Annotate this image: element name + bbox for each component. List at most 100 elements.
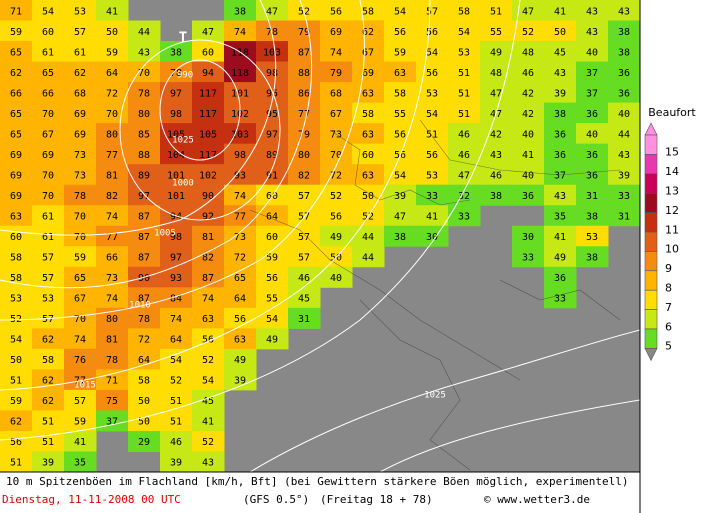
- gust-cell: [544, 246, 577, 268]
- gust-value: 72: [330, 170, 342, 181]
- isobar: [0, 0, 431, 391]
- gust-value: 47: [394, 211, 406, 222]
- gust-cell: [192, 307, 225, 329]
- gust-cell: [512, 225, 545, 247]
- gust-cell: [0, 0, 33, 22]
- gust-cell: [288, 246, 321, 268]
- gust-value: 66: [106, 253, 118, 264]
- gust-value: 75: [106, 396, 118, 407]
- gust-cell: [0, 348, 33, 370]
- gust-cell: [288, 82, 321, 104]
- gust-cell: [64, 143, 97, 165]
- gust-cell: [576, 82, 609, 104]
- gust-value: 56: [266, 273, 278, 284]
- gust-value: 94: [170, 211, 182, 222]
- gust-cell: [288, 102, 321, 124]
- gust-cell: [384, 164, 417, 186]
- gust-value: 87: [202, 273, 214, 284]
- gust-cell: [416, 164, 449, 186]
- gust-cell: [160, 430, 193, 452]
- gust-cell: [64, 307, 97, 329]
- gust-cell: [448, 164, 481, 186]
- gust-value: 81: [106, 335, 118, 346]
- gust-value: 43: [554, 191, 566, 202]
- gust-cell: [384, 184, 417, 206]
- gust-value: 80: [106, 314, 118, 325]
- gust-value: 104: [167, 150, 185, 161]
- gust-value: 60: [10, 232, 22, 243]
- gust-value: 35: [74, 458, 86, 469]
- gust-cell: [0, 287, 33, 309]
- gust-value: 85: [138, 129, 150, 140]
- gust-value: 97: [138, 191, 150, 202]
- gust-value: 94: [202, 68, 214, 79]
- gust-cell: [160, 307, 193, 329]
- gust-value: 46: [170, 437, 182, 448]
- gust-value: 79: [330, 68, 342, 79]
- gust-value: 53: [586, 232, 598, 243]
- gust-cell: [224, 307, 257, 329]
- gust-value: 56: [330, 6, 342, 17]
- gust-value: 37: [586, 88, 598, 99]
- gust-cell: [320, 102, 353, 124]
- gust-cell: [128, 328, 161, 350]
- gust-cell: [256, 225, 289, 247]
- footer-source: © www.wetter3.de: [484, 493, 590, 506]
- gust-cell: [512, 0, 545, 22]
- gust-value: 35: [554, 211, 566, 222]
- gust-value: 52: [170, 376, 182, 387]
- gust-value: 38: [554, 109, 566, 120]
- gust-value: 31: [586, 191, 598, 202]
- gust-value: 56: [330, 211, 342, 222]
- gust-value: 78: [138, 88, 150, 99]
- gust-cell: [352, 164, 385, 186]
- gust-value: 71: [106, 376, 118, 387]
- gust-value: 58: [458, 6, 470, 17]
- gust-cell: [192, 123, 225, 145]
- gust-cell: [128, 205, 161, 227]
- gust-value: 77: [106, 232, 118, 243]
- gust-value: 87: [138, 294, 150, 305]
- gust-cell: [192, 410, 225, 432]
- gust-cell: [288, 205, 321, 227]
- gust-cell: [224, 143, 257, 165]
- gust-cell: [288, 143, 321, 165]
- gust-cell: [64, 82, 97, 104]
- gust-value: 97: [170, 253, 182, 264]
- gust-cell: [128, 389, 161, 411]
- gust-value: 62: [42, 376, 54, 387]
- gust-cell: [64, 430, 97, 452]
- gust-value: 65: [74, 273, 86, 284]
- gust-cell: [128, 348, 161, 370]
- gust-value: 51: [458, 88, 470, 99]
- gust-value: 50: [554, 27, 566, 38]
- gust-value: 63: [394, 68, 406, 79]
- gust-value: 49: [234, 355, 246, 366]
- gust-value: 38: [586, 253, 598, 264]
- gust-value: 79: [298, 129, 310, 140]
- gust-cell: [608, 123, 641, 145]
- gust-value: 33: [618, 191, 630, 202]
- gust-cell: [288, 20, 321, 42]
- gust-value: 38: [618, 47, 630, 58]
- gust-value: 30: [426, 232, 438, 243]
- gust-cell: [192, 328, 225, 350]
- borders: [249, 119, 621, 471]
- gust-value: 90: [138, 273, 150, 284]
- gust-value: 47: [522, 6, 534, 17]
- gust-value: 58: [10, 273, 22, 284]
- gust-cell: [128, 82, 161, 104]
- gust-cell: [608, 102, 641, 124]
- gust-cell: [128, 61, 161, 83]
- gust-cell: [192, 451, 225, 473]
- gust-cell: [32, 246, 65, 268]
- gust-value: 50: [106, 27, 118, 38]
- gust-value: 38: [618, 27, 630, 38]
- gust-value: 65: [234, 273, 246, 284]
- gust-cell: [32, 287, 65, 309]
- gust-value: 64: [170, 335, 182, 346]
- gust-cell: [160, 41, 193, 63]
- gust-cell: [32, 266, 65, 288]
- gust-cell: [0, 123, 33, 145]
- gust-value: 58: [362, 109, 374, 120]
